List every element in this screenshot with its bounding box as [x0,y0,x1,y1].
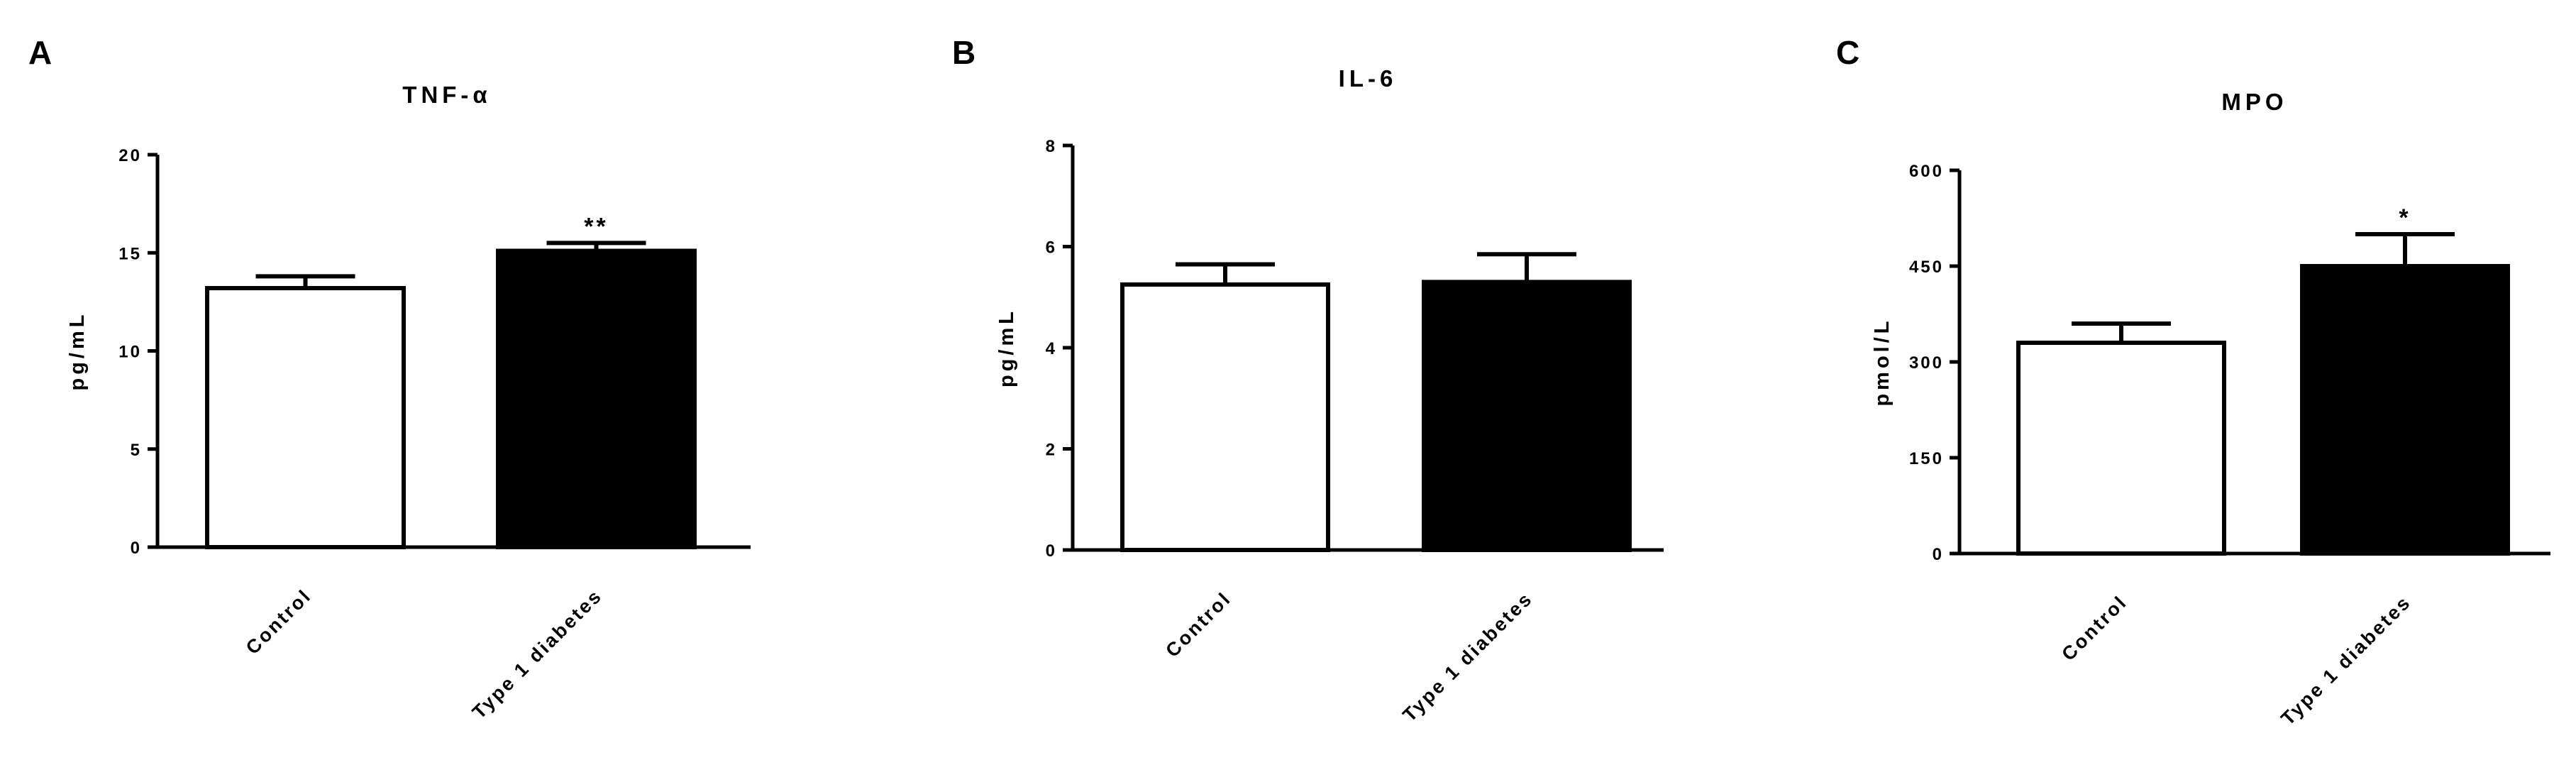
y-tick-label: 15 [118,244,142,263]
y-tick-label: 2 [1046,441,1057,460]
bar [2300,264,2510,556]
chart-panel-b: B IL-6 pg/mL 0 2 4 6 8 Control Type 1 diabetes [952,34,1664,726]
y-tick-label: 150 [1909,449,1944,468]
y-tick-label: 6 [1046,238,1057,258]
chart-title: MPO [2221,89,2287,115]
category-label: Control [2057,591,2131,665]
bar [205,286,406,549]
y-tick-label: 8 [1046,137,1057,156]
y-tick-label: 20 [118,146,142,165]
panel-letter: B [952,34,975,71]
y-tick-label: 600 [1909,162,1944,181]
bar [2016,341,2226,556]
bar [496,248,697,549]
y-axis-label: pg/mL [66,312,89,391]
chart-panel-a: A TNF-α pg/mL 0 5 10 15 20 Control ** Type 1 diabe… [28,34,751,723]
bar [1422,280,1632,552]
bar [1120,282,1330,552]
significance-marker: * [2399,204,2411,231]
y-tick-label: 300 [1909,353,1944,373]
y-tick-label: 4 [1046,339,1057,358]
significance-marker: ** [584,213,608,240]
panel-letter: A [28,34,52,71]
y-tick-label: 5 [131,441,142,460]
chart-panel-c: C MPO pmol/L 0 150 300 450 600 Control * Type 1 di… [1836,34,2550,730]
panel-letter: C [1836,34,1859,71]
category-label: Type 1 diabetes [1398,588,1537,726]
y-tick-label: 0 [131,539,142,558]
category-label: Type 1 diabetes [468,585,607,723]
category-label: Control [242,585,316,659]
y-tick-label: 0 [1046,541,1057,561]
category-label: Type 1 diabetes [2277,591,2415,730]
y-tick-label: 450 [1909,258,1944,277]
chart-title: IL-6 [1339,65,1398,92]
chart-title: TNF-α [402,82,491,108]
category-label: Control [1161,588,1235,661]
y-tick-label: 10 [118,343,142,362]
y-axis-label: pg/mL [995,308,1018,387]
y-axis-label: pmol/L [1871,317,1894,406]
y-tick-label: 0 [1933,545,1944,564]
